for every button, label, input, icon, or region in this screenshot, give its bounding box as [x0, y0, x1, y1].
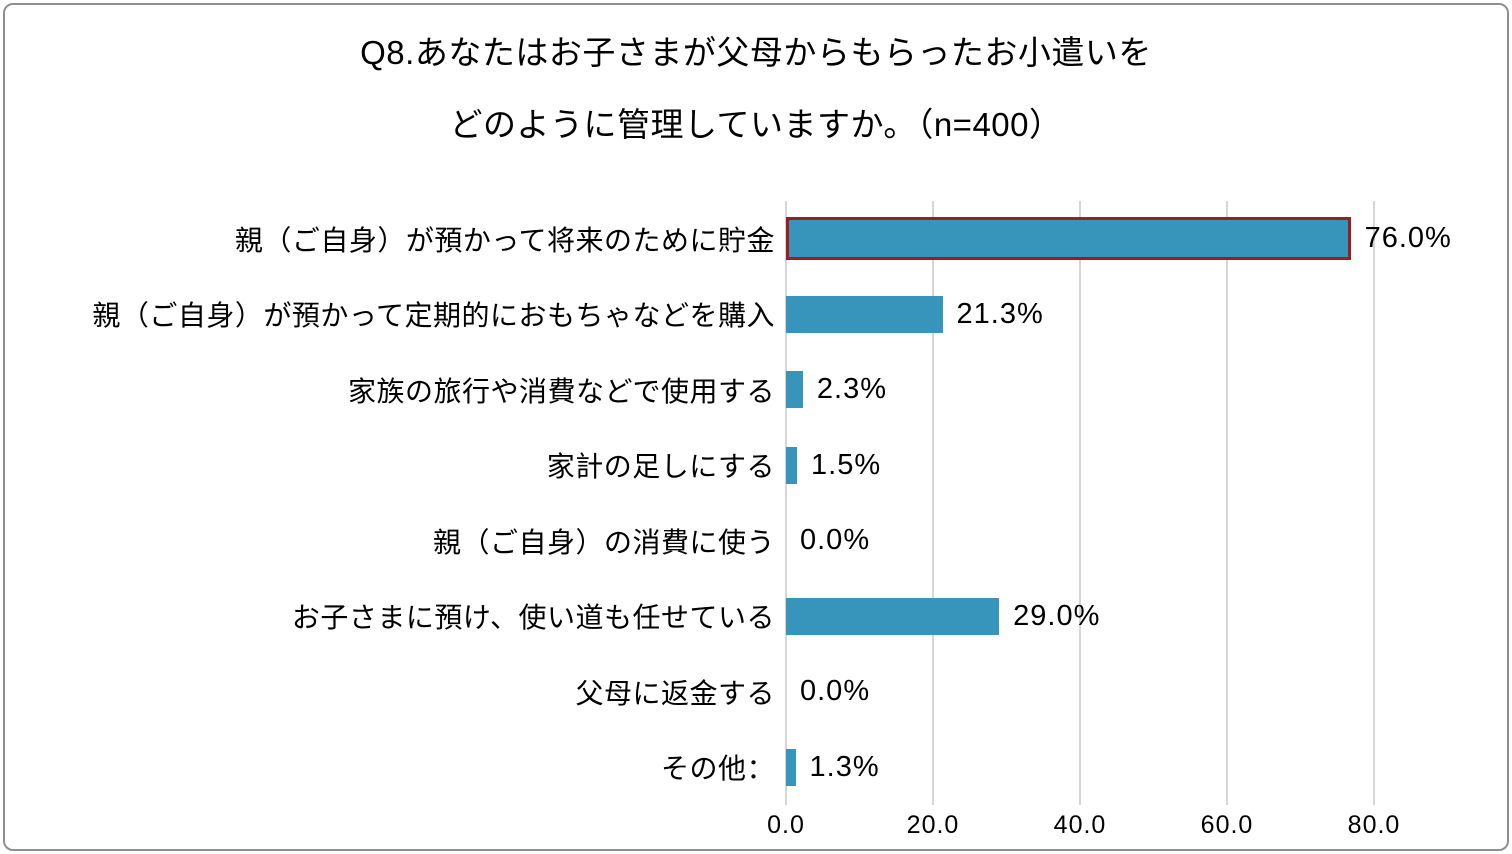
chart-frame: Q8.あなたはお子さまが父母からもらったお小遣いを どのように管理していますか。…	[3, 3, 1509, 851]
gridline	[1079, 201, 1081, 805]
category-axis: 親（ご自身）が預かって将来のために貯金 親（ご自身）が預かって定期的におもちゃな…	[35, 201, 775, 805]
x-axis-tick-label: 60.0	[1200, 811, 1254, 839]
category-label: 家族の旅行や消費などで使用する	[348, 375, 775, 407]
value-label: 29.0%	[1013, 599, 1101, 632]
x-axis-tick-label: 20.0	[906, 811, 960, 839]
x-axis: 0.0 20.0 40.0 60.0 80.0	[767, 811, 1486, 847]
x-axis-tick-label: 80.0	[1347, 811, 1401, 839]
bar-row: 0.0%	[786, 503, 1486, 579]
bar-row: 1.3%	[786, 730, 1486, 806]
bar-row: 29.0%	[786, 579, 1486, 655]
bar-row: 1.5%	[786, 428, 1486, 504]
bar-row: 0.0%	[786, 654, 1486, 730]
value-label: 2.3%	[816, 373, 887, 406]
chart-title: Q8.あなたはお子さまが父母からもらったお小遣いを どのように管理していますか。…	[5, 17, 1507, 161]
bar-row: 76.0%	[786, 201, 1486, 277]
value-label: 76.0%	[1364, 222, 1452, 255]
category-label: 親（ご自身）の消費に使う	[432, 526, 775, 558]
bar-rows: 76.0% 21.3% 2.3% 1.5% 0.0% 29.0%	[786, 201, 1486, 805]
plot-area: 76.0% 21.3% 2.3% 1.5% 0.0% 29.0%	[785, 201, 1486, 805]
category-label: その他：	[660, 753, 775, 785]
value-label: 0.0%	[800, 524, 871, 557]
bar-row: 21.3%	[786, 277, 1486, 353]
category-label: 父母に返金する	[575, 677, 775, 709]
chart-title-line1: Q8.あなたはお子さまが父母からもらったお小遣いを	[360, 34, 1152, 71]
bar	[786, 446, 798, 484]
gridline	[785, 201, 787, 805]
value-label: 1.5%	[811, 448, 882, 481]
bar	[786, 748, 796, 786]
bar	[786, 371, 803, 409]
x-axis-tick-label: 0.0	[767, 811, 805, 839]
category-label: 親（ご自身）が預かって将来のために貯金	[234, 224, 775, 256]
bar-row: 2.3%	[786, 352, 1486, 428]
category-label: お子さまに預け、使い道も任せている	[291, 602, 775, 634]
gridline	[932, 201, 934, 805]
chart-title-line2: どのように管理していますか。（n=400）	[449, 106, 1063, 143]
value-label: 1.3%	[809, 750, 880, 783]
category-label: 家計の足しにする	[546, 451, 775, 483]
bar	[786, 217, 1351, 261]
bar	[786, 295, 943, 333]
value-label: 0.0%	[800, 675, 871, 708]
bar	[786, 597, 1000, 635]
gridline	[1226, 201, 1228, 805]
value-label: 21.3%	[956, 297, 1044, 330]
category-label: 親（ご自身）が預かって定期的におもちゃなどを購入	[92, 300, 775, 332]
x-axis-tick-label: 40.0	[1053, 811, 1107, 839]
gridline	[1373, 201, 1375, 805]
